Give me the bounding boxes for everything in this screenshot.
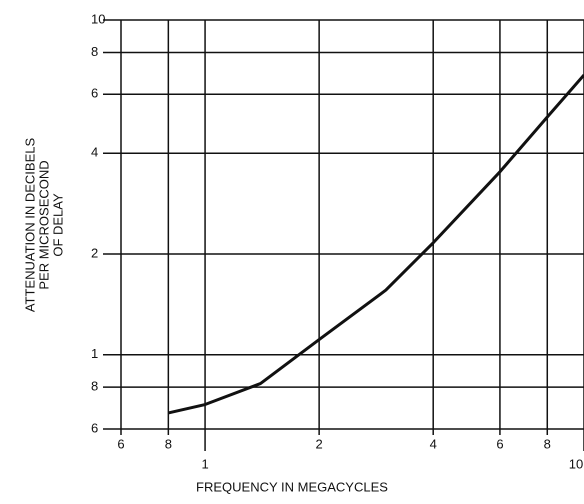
x-tick-label: 10 — [569, 456, 583, 471]
y-tick-label: 2 — [91, 245, 98, 260]
y-tick-label: 8 — [91, 44, 98, 59]
y-axis-label-line: ATTENUATION IN DECIBELS — [22, 138, 37, 313]
x-axis-label: FREQUENCY IN MEGACYCLES — [196, 479, 388, 494]
y-axis-label-line: OF DELAY — [50, 193, 65, 257]
y-tick-label: 8 — [91, 379, 98, 394]
y-axis-label-line: PER MICROSECOND — [36, 160, 51, 289]
x-tick-label: 6 — [117, 436, 124, 451]
y-tick-label: 1 — [91, 346, 98, 361]
x-tick-label: 8 — [544, 436, 551, 451]
y-tick-label: 6 — [91, 86, 98, 101]
x-tick-label: 8 — [165, 436, 172, 451]
x-tick-label: 1 — [201, 456, 208, 471]
x-tick-label: 4 — [430, 436, 437, 451]
y-tick-label: 6 — [91, 420, 98, 435]
y-tick-label: 10 — [91, 11, 105, 26]
y-tick-label: 4 — [91, 145, 98, 160]
x-tick-label: 2 — [316, 436, 323, 451]
line — [168, 74, 584, 415]
x-tick-label: 6 — [496, 436, 503, 451]
y-axis-label: ATTENUATION IN DECIBELS PER MICROSECOND … — [22, 138, 65, 313]
